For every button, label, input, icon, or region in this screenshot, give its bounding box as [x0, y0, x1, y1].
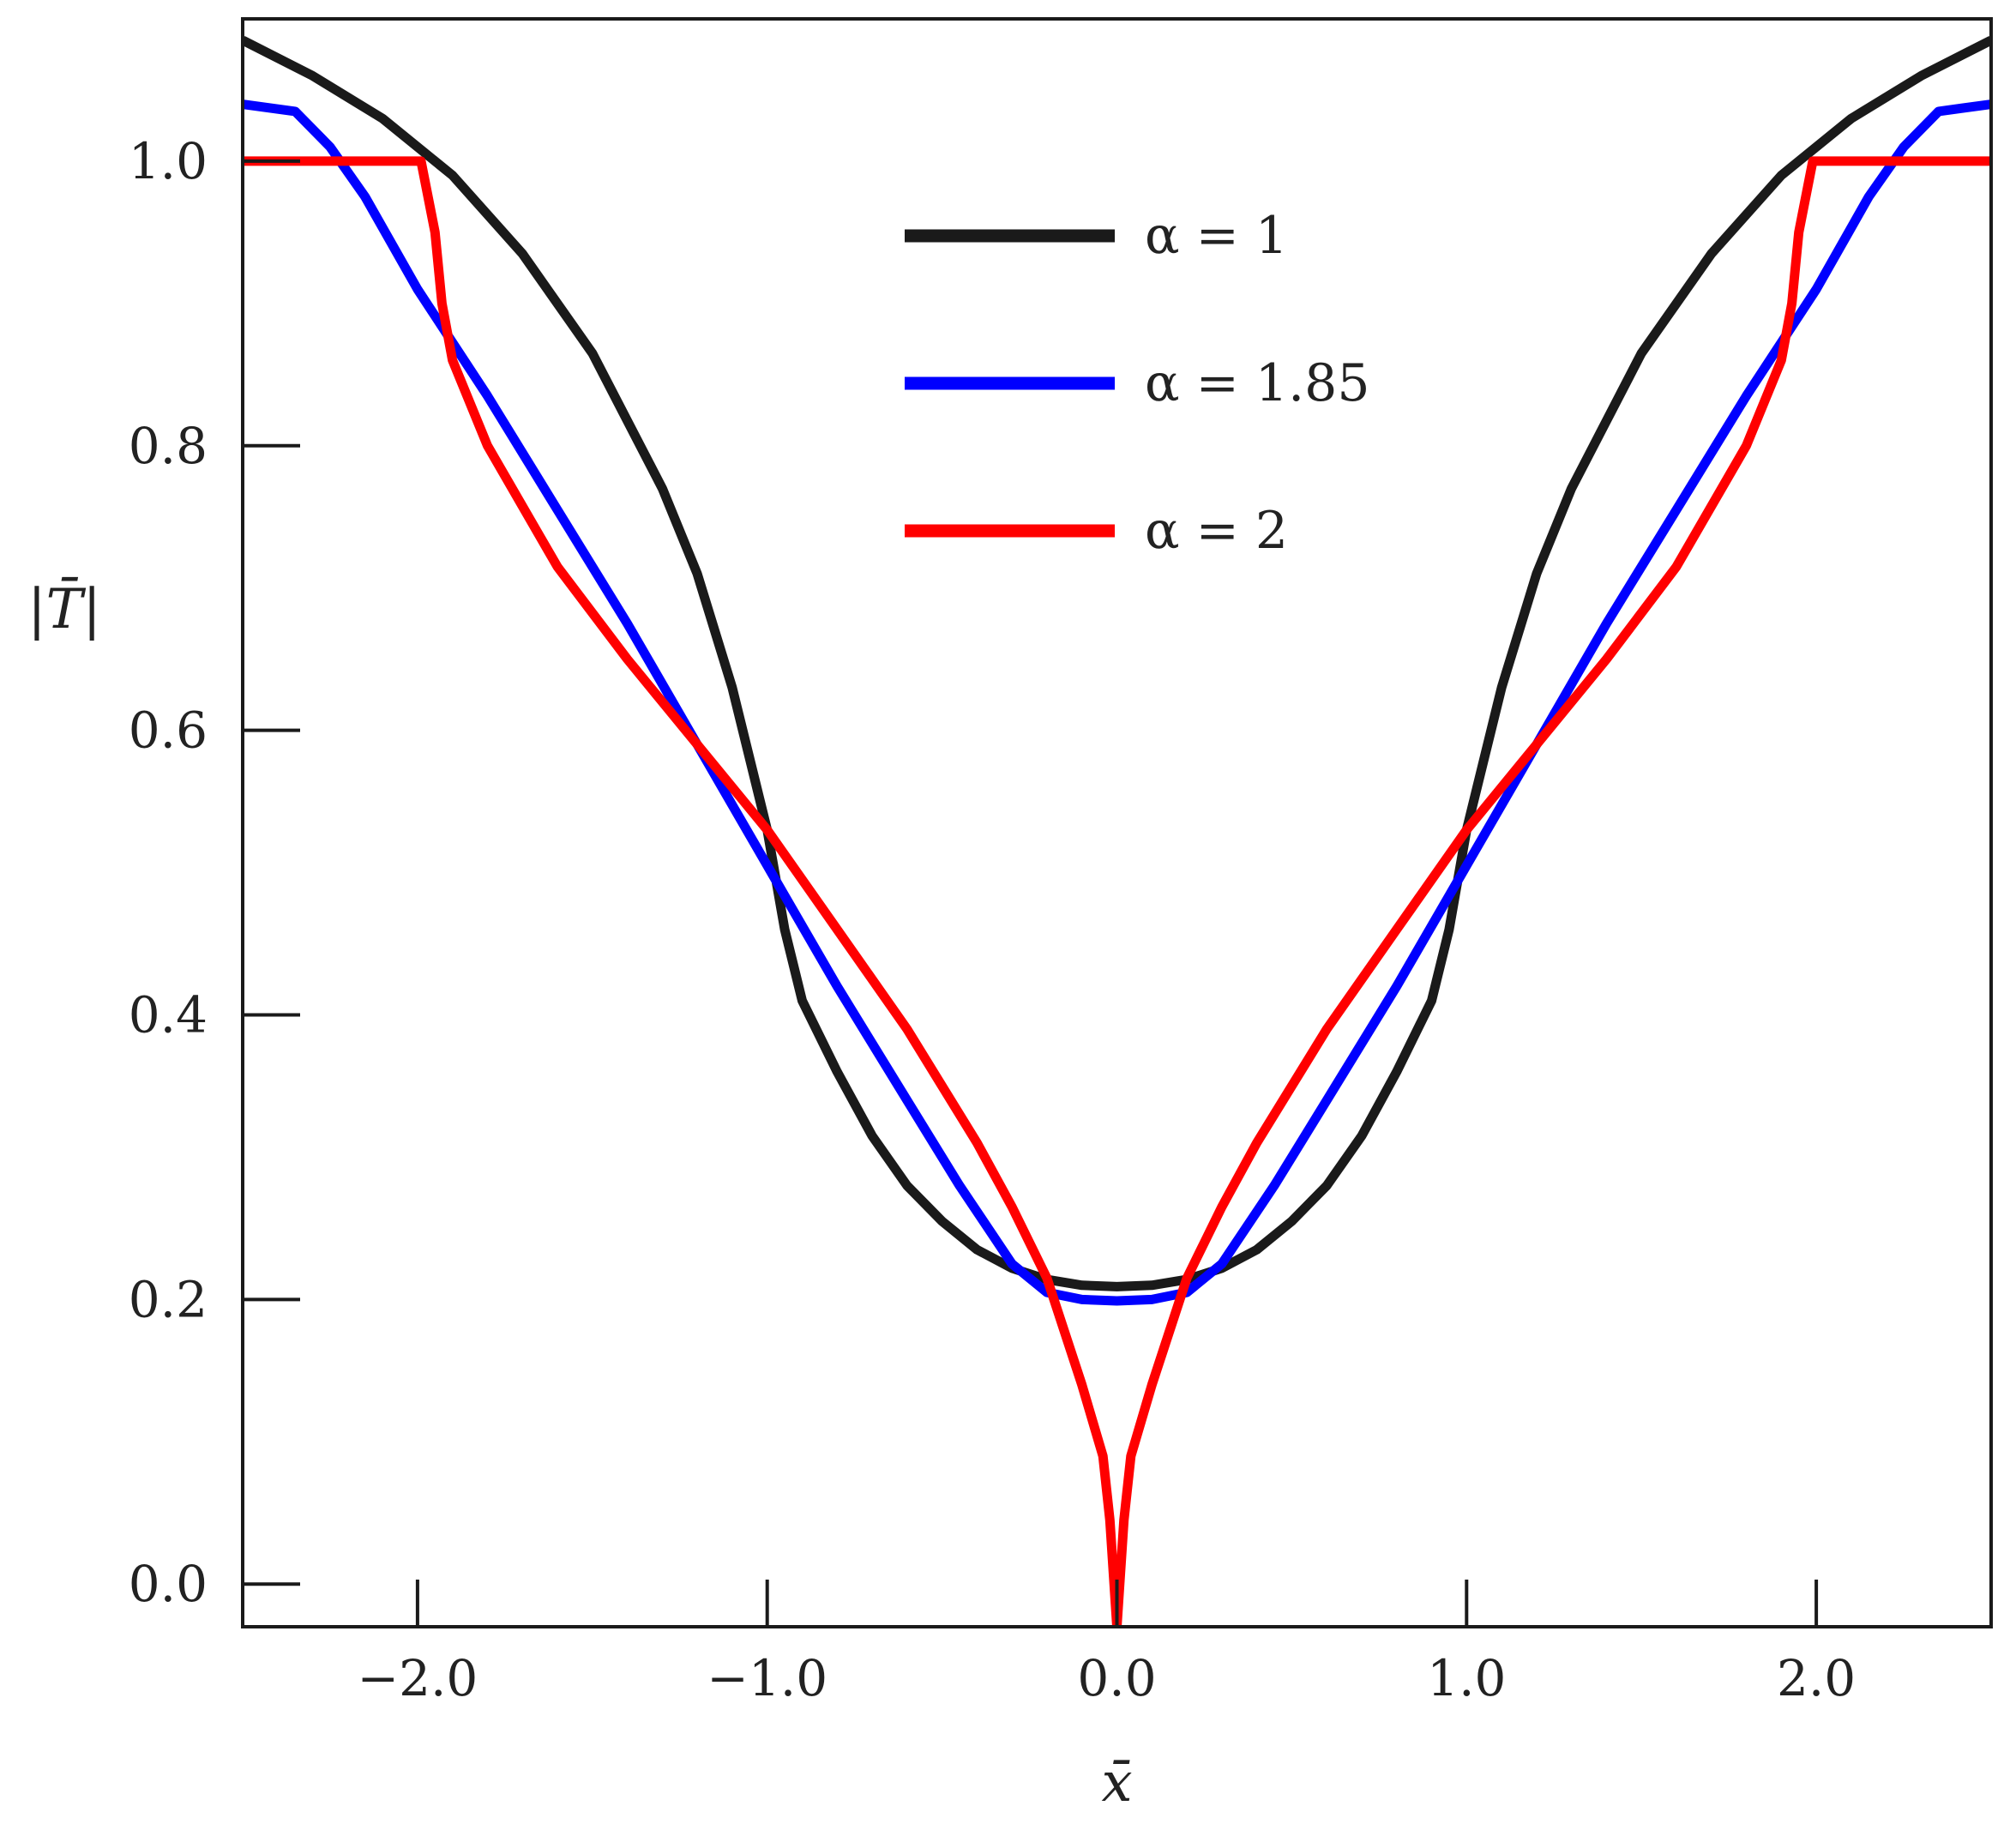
- legend-label-1: α = 1.85: [1145, 353, 1370, 413]
- x-tick-label: 0.0: [1077, 1649, 1156, 1707]
- legend: α = 1 α = 1.85 α = 2: [905, 206, 1370, 561]
- legend-label-2: α = 2: [1145, 501, 1288, 561]
- x-axis-label: x̄: [1101, 1751, 1132, 1815]
- y-tick-label: 0.6: [129, 701, 208, 760]
- legend-label-0: α = 1: [1145, 206, 1288, 266]
- series-line-2: [243, 156, 1991, 1627]
- y-tick-label: 0.0: [129, 1555, 208, 1613]
- plot-frame: [241, 17, 1993, 1628]
- x-tick-label: 1.0: [1427, 1649, 1506, 1707]
- y-tick-label: 0.2: [129, 1270, 208, 1328]
- y-tick-label: 0.8: [129, 417, 208, 475]
- series-line-1: [243, 99, 1991, 1306]
- y-axis-label: |T̄|: [27, 576, 101, 641]
- y-tick-label: 1.0: [129, 132, 208, 190]
- x-tick-label: −1.0: [707, 1649, 827, 1707]
- y-tick-label: 0.4: [129, 986, 208, 1044]
- ticks-layer: −2.0 −1.0 0.0 1.0 2.0 0.0 0.2 0.4 0.6 0.8 1.0: [129, 132, 1856, 1707]
- x-tick-label: 2.0: [1777, 1649, 1856, 1707]
- series-line-0: [243, 35, 1991, 1291]
- series-layer: [243, 35, 1991, 1627]
- x-tick-label: −2.0: [357, 1649, 478, 1707]
